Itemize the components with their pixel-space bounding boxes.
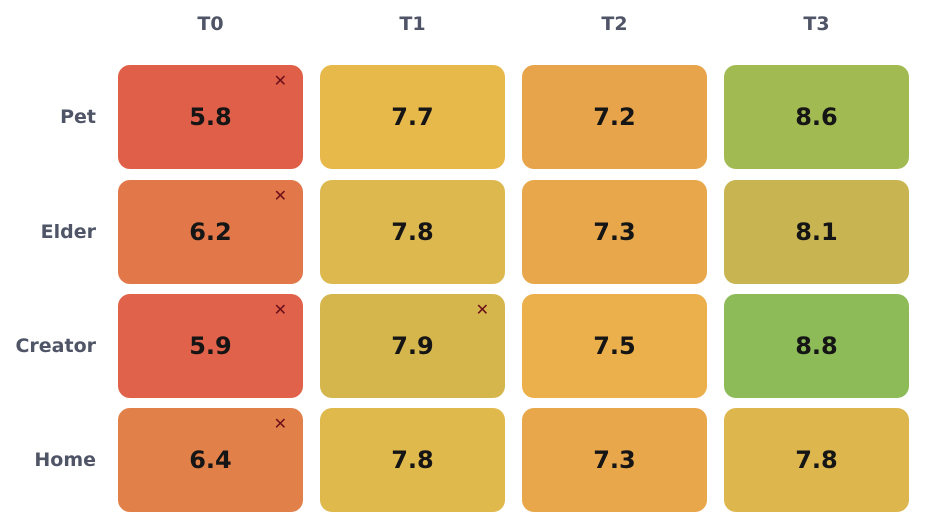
heatmap-cell: 7.2 [522,65,707,169]
cell-value-label: 7.7 [391,103,434,131]
cell-value-label: 8.1 [795,218,838,246]
heatmap-cell: 8.6 [724,65,909,169]
column-label: T1 [399,13,426,35]
heatmap-cell: 7.3 [522,180,707,284]
heatmap-cell: 7.8 [724,408,909,512]
cell-value-label: 8.6 [795,103,838,131]
heatmap-cell: 7.7 [320,65,505,169]
column-label: T0 [197,13,224,35]
cell-value-label: 7.9 [391,332,434,360]
row-label: Pet [60,106,96,128]
cell-value-label: 7.2 [593,103,636,131]
flag-marker-icon: ✕ [273,186,287,205]
column-label: T2 [601,13,628,35]
flag-marker-icon: ✕ [273,71,287,90]
heatmap-cell: 8.1 [724,180,909,284]
heatmap-cell: 7.9 ✕ [320,294,505,398]
heatmap-cell: 6.4 ✕ [118,408,303,512]
heatmap-cell: 7.8 [320,180,505,284]
cell-value-label: 5.8 [189,103,232,131]
cell-value-label: 7.8 [391,446,434,474]
row-label: Creator [15,335,96,357]
cell-value-label: 6.4 [189,446,232,474]
heatmap-cell: 5.9 ✕ [118,294,303,398]
row-label: Elder [40,221,96,243]
cell-value-label: 7.3 [593,446,636,474]
cell-value-label: 7.8 [391,218,434,246]
heatmap-cell: 5.8 ✕ [118,65,303,169]
cell-value-label: 6.2 [189,218,232,246]
heatmap-cell: 7.8 [320,408,505,512]
column-label: T3 [803,13,830,35]
heatmap-cell: 7.5 [522,294,707,398]
heatmap-cell: 7.3 [522,408,707,512]
row-label: Home [34,449,96,471]
cell-value-label: 7.3 [593,218,636,246]
flag-marker-icon: ✕ [273,300,287,319]
heatmap-cell: 6.2 ✕ [118,180,303,284]
cell-value-label: 7.8 [795,446,838,474]
flag-marker-icon: ✕ [273,414,287,433]
cell-value-label: 7.5 [593,332,636,360]
cell-value-label: 8.8 [795,332,838,360]
flag-marker-icon: ✕ [475,300,489,319]
cell-value-label: 5.9 [189,332,232,360]
heatmap-cell: 8.8 [724,294,909,398]
